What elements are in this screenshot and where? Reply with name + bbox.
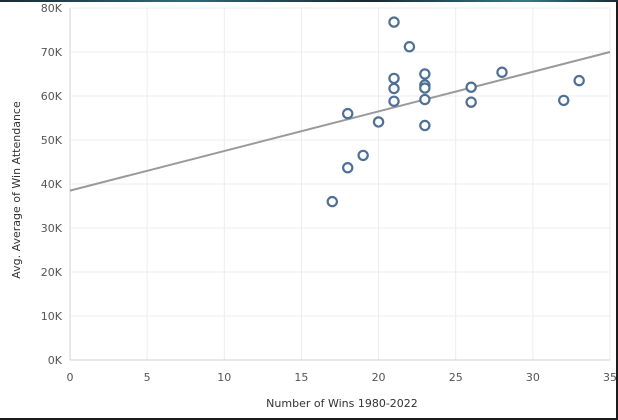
y-tick-label: 0K: [48, 354, 63, 367]
data-point[interactable]: [326, 195, 338, 208]
x-tick-label: 0: [67, 371, 74, 384]
points: [326, 16, 585, 208]
y-tick-label: 50K: [41, 134, 63, 147]
data-point[interactable]: [573, 74, 585, 87]
y-axis-title: Avg. Average of Win Attendance: [10, 101, 23, 279]
data-point[interactable]: [419, 82, 431, 94]
axes: [69, 8, 610, 361]
data-point[interactable]: [388, 16, 400, 28]
trend-line: [69, 51, 611, 192]
y-tick-label: 10K: [41, 310, 63, 323]
data-point[interactable]: [403, 41, 416, 53]
y-axis-ticks: 0K 10K 20K 30K 40K 50K 60K 70K 80K: [41, 2, 63, 367]
grid: [70, 7, 611, 360]
x-tick-label: 10: [217, 371, 231, 384]
data-point[interactable]: [465, 96, 477, 108]
data-point[interactable]: [419, 68, 431, 80]
data-point[interactable]: [372, 116, 385, 128]
data-point[interactable]: [342, 162, 354, 174]
trend-layer: [69, 51, 611, 192]
x-axis-ticks: 0 5 10 15 20 25 30 35: [67, 371, 617, 384]
data-point[interactable]: [357, 149, 369, 162]
data-point[interactable]: [465, 81, 477, 93]
data-point[interactable]: [496, 66, 508, 78]
window-top-strip: [0, 0, 618, 2]
y-tick-label: 70K: [41, 46, 63, 59]
data-point[interactable]: [342, 107, 354, 120]
data-point[interactable]: [419, 119, 431, 132]
x-tick-label: 35: [603, 371, 616, 384]
y-tick-label: 60K: [41, 90, 63, 103]
x-axis-title: Number of Wins 1980-2022: [266, 397, 418, 410]
data-point[interactable]: [388, 95, 400, 107]
x-tick-label: 30: [526, 371, 540, 384]
y-tick-label: 40K: [41, 178, 63, 191]
x-tick-label: 25: [449, 371, 463, 384]
data-point[interactable]: [388, 82, 400, 95]
data-point[interactable]: [558, 94, 570, 107]
x-tick-label: 20: [372, 371, 386, 384]
y-tick-label: 30K: [41, 222, 63, 235]
data-point[interactable]: [419, 93, 431, 106]
y-tick-label: 20K: [41, 266, 63, 279]
y-tick-label: 80K: [41, 2, 63, 15]
x-tick-label: 15: [294, 371, 308, 384]
x-tick-label: 5: [144, 371, 151, 384]
data-point[interactable]: [388, 72, 400, 85]
